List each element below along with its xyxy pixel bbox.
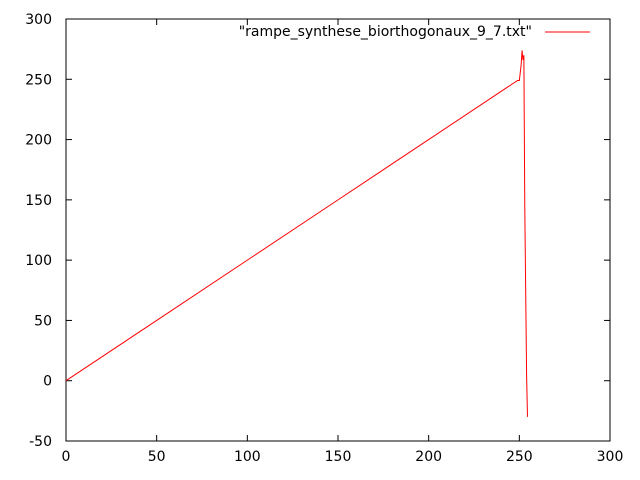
x-tick-label: 250 xyxy=(506,449,533,465)
x-tick-label: 50 xyxy=(148,449,166,465)
y-tick-label: -50 xyxy=(29,434,52,450)
plot-frame xyxy=(65,18,611,442)
x-tick-label: 0 xyxy=(62,449,71,465)
legend: "rampe_synthese_biorthogonaux_9_7.txt" xyxy=(239,24,590,40)
x-tick-label: 150 xyxy=(325,449,352,465)
legend-label: "rampe_synthese_biorthogonaux_9_7.txt" xyxy=(239,24,532,40)
x-tick-label: 300 xyxy=(597,449,624,465)
y-tick-label: 150 xyxy=(25,193,52,209)
axis-ticks: 0 50 100 150 200 250 300 -50 0 50 100 150 200 250 300 xyxy=(25,12,623,465)
x-tick-label: 100 xyxy=(234,449,261,465)
series-layer xyxy=(65,50,528,417)
series-line xyxy=(65,50,528,417)
y-tick-label: 300 xyxy=(25,12,52,28)
y-tick-label: 100 xyxy=(25,253,52,269)
y-tick-label: 200 xyxy=(25,133,52,149)
y-tick-label: 50 xyxy=(34,313,52,329)
x-tick-label: 200 xyxy=(415,449,442,465)
y-tick-label: 250 xyxy=(25,72,52,88)
y-tick-label: 0 xyxy=(43,374,52,390)
